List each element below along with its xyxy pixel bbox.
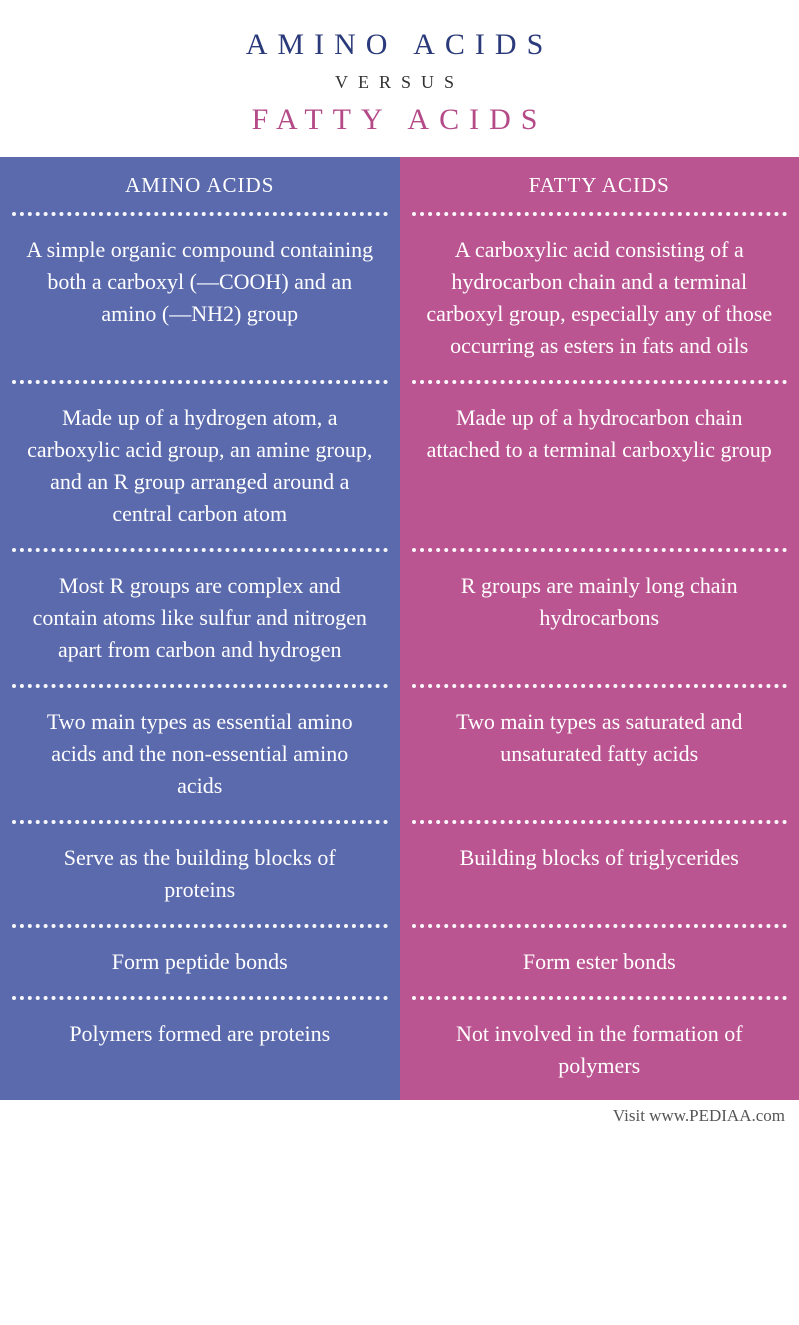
column-header-right: FATTY ACIDS — [400, 157, 799, 212]
footer-credit: Visit www.PEDIAA.com — [0, 1100, 799, 1138]
column-amino-acids: AMINO ACIDS A simple organic compound co… — [0, 157, 400, 1100]
divider — [412, 684, 788, 688]
divider — [12, 996, 388, 1000]
cell-left: Most R groups are complex and contain at… — [0, 552, 400, 684]
divider — [12, 548, 388, 552]
divider — [412, 212, 788, 216]
divider — [12, 212, 388, 216]
infographic-container: AMINO ACIDS VERSUS FATTY ACIDS AMINO ACI… — [0, 0, 799, 1138]
column-header-left: AMINO ACIDS — [0, 157, 400, 212]
cell-left: Serve as the building blocks of proteins — [0, 824, 400, 924]
cell-right: Building blocks of triglycerides — [400, 824, 799, 924]
divider — [412, 548, 788, 552]
title-b: FATTY ACIDS — [20, 103, 779, 137]
divider — [12, 684, 388, 688]
cell-left: Two main types as essential amino acids … — [0, 688, 400, 820]
comparison-columns: AMINO ACIDS A simple organic compound co… — [0, 157, 799, 1100]
cell-right: A carboxylic acid consisting of a hydroc… — [400, 216, 799, 380]
header: AMINO ACIDS VERSUS FATTY ACIDS — [0, 0, 799, 157]
divider — [412, 924, 788, 928]
cell-left: Made up of a hydrogen atom, a carboxylic… — [0, 384, 400, 548]
cell-right: R groups are mainly long chain hydrocarb… — [400, 552, 799, 684]
divider — [12, 820, 388, 824]
cell-right: Made up of a hydrocarbon chain attached … — [400, 384, 799, 548]
cell-left: Polymers formed are proteins — [0, 1000, 400, 1100]
cell-right: Not involved in the formation of polymer… — [400, 1000, 799, 1100]
divider — [412, 820, 788, 824]
title-versus: VERSUS — [20, 72, 779, 93]
cell-left: A simple organic compound containing bot… — [0, 216, 400, 380]
cell-right: Two main types as saturated and unsatura… — [400, 688, 799, 820]
cell-left: Form peptide bonds — [0, 928, 400, 996]
column-fatty-acids: FATTY ACIDS A carboxylic acid consisting… — [400, 157, 799, 1100]
divider — [12, 924, 388, 928]
title-a: AMINO ACIDS — [20, 28, 779, 62]
divider — [12, 380, 388, 384]
cell-right: Form ester bonds — [400, 928, 799, 996]
divider — [412, 996, 788, 1000]
divider — [412, 380, 788, 384]
